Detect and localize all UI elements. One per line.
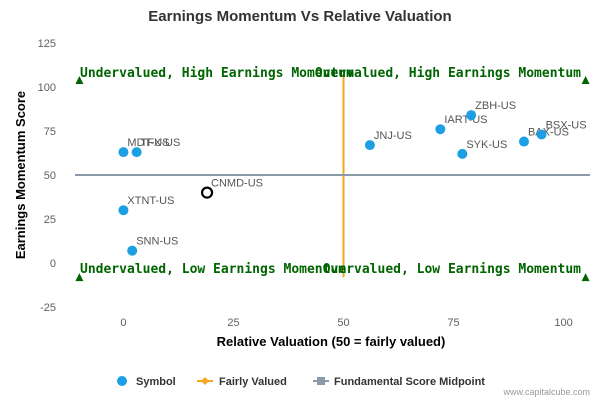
bottom-right-quadrant-marker bbox=[581, 273, 590, 282]
x-axis-tick-labels: 0 25 50 75 100 bbox=[120, 317, 572, 329]
y-tick-label: 50 bbox=[44, 170, 56, 182]
y-tick-label: 0 bbox=[50, 258, 56, 270]
legend-symbol-marker bbox=[117, 376, 127, 386]
data-label-iart-us: IART-US bbox=[444, 114, 487, 126]
top-right-quadrant-marker bbox=[581, 75, 590, 84]
data-point-jnj-us[interactable] bbox=[364, 140, 375, 151]
chart-title: Earnings Momentum Vs Relative Valuation bbox=[148, 8, 451, 25]
data-label-bsx-us: BSX-US bbox=[546, 120, 587, 132]
quadrant-labels: Undervalued, High Earnings MomentumOverv… bbox=[80, 66, 581, 277]
data-label-syk-us: SYK-US bbox=[466, 139, 507, 151]
legend-label-symbol: Symbol bbox=[136, 376, 176, 388]
y-tick-label: 75 bbox=[44, 126, 56, 138]
legend-label-midpoint: Fundamental Score Midpoint bbox=[334, 376, 485, 388]
data-point-zbh-us[interactable] bbox=[466, 110, 477, 121]
quadrant-label-bottom-right: Overvalued, Low Earnings Momentum bbox=[323, 262, 581, 277]
legend-fairly-valued-diamond bbox=[201, 377, 209, 385]
data-label-snn-us: SNN-US bbox=[136, 236, 178, 248]
legend-label-fairly-valued: Fairly Valued bbox=[219, 376, 287, 388]
y-tick-label: 25 bbox=[44, 214, 56, 226]
y-tick-label: 125 bbox=[38, 38, 56, 50]
top-left-quadrant-marker bbox=[75, 75, 84, 84]
data-label-xtnt-us: XTNT-US bbox=[127, 195, 174, 207]
legend-item-fairly-valued[interactable]: Fairly Valued bbox=[197, 376, 287, 388]
data-point-bax-us[interactable] bbox=[518, 136, 529, 147]
quadrant-markers bbox=[75, 75, 590, 282]
legend-item-midpoint[interactable]: Fundamental Score Midpoint bbox=[313, 376, 485, 388]
credit-text[interactable]: www.capitalcube.com bbox=[502, 387, 590, 397]
data-label-mdt-us: MDT-US bbox=[127, 137, 169, 149]
x-tick-label: 0 bbox=[120, 317, 126, 329]
data-point-tfx-us[interactable] bbox=[131, 147, 142, 158]
x-axis-title: Relative Valuation (50 = fairly valued) bbox=[217, 334, 446, 349]
x-tick-label: 100 bbox=[554, 317, 572, 329]
highlight-label-cnmd-us: CNMD-US bbox=[211, 178, 263, 190]
data-point-mdt-us[interactable] bbox=[118, 147, 129, 158]
legend-midpoint-square bbox=[317, 377, 325, 385]
legend-item-symbol[interactable]: Symbol bbox=[117, 376, 176, 388]
data-point-snn-us[interactable] bbox=[127, 245, 138, 256]
y-tick-label: -25 bbox=[40, 302, 56, 314]
reference-lines bbox=[75, 74, 590, 278]
x-tick-label: 75 bbox=[447, 317, 459, 329]
y-tick-label: 100 bbox=[38, 82, 56, 94]
data-label-tfx-us: TFX-US bbox=[141, 137, 181, 149]
data-point-xtnt-us[interactable] bbox=[118, 205, 129, 216]
legend: Symbol Fairly Valued Fundamental Score M… bbox=[117, 376, 485, 388]
data-label-zbh-us: ZBH-US bbox=[475, 100, 516, 112]
y-axis-tick-labels: -25 0 25 50 75 100 125 bbox=[38, 38, 56, 314]
data-point-syk-us[interactable] bbox=[457, 148, 468, 159]
data-label-jnj-us: JNJ-US bbox=[374, 130, 412, 142]
quadrant-label-bottom-left: Undervalued, Low Earnings Momentum bbox=[80, 262, 346, 277]
bottom-left-quadrant-marker bbox=[75, 273, 84, 282]
y-axis-title: Earnings Momentum Score bbox=[13, 91, 28, 259]
data-point-iart-us[interactable] bbox=[435, 124, 446, 135]
highlight-point-cnmd-us[interactable] bbox=[200, 186, 214, 199]
x-tick-label: 50 bbox=[337, 317, 349, 329]
quadrant-label-top-right: Overvalued, High Earnings Momentum bbox=[315, 66, 581, 81]
x-tick-label: 25 bbox=[227, 317, 239, 329]
data-point-bsx-us[interactable] bbox=[536, 129, 547, 140]
quadrant-label-top-left: Undervalued, High Earnings Momentum bbox=[80, 66, 354, 81]
